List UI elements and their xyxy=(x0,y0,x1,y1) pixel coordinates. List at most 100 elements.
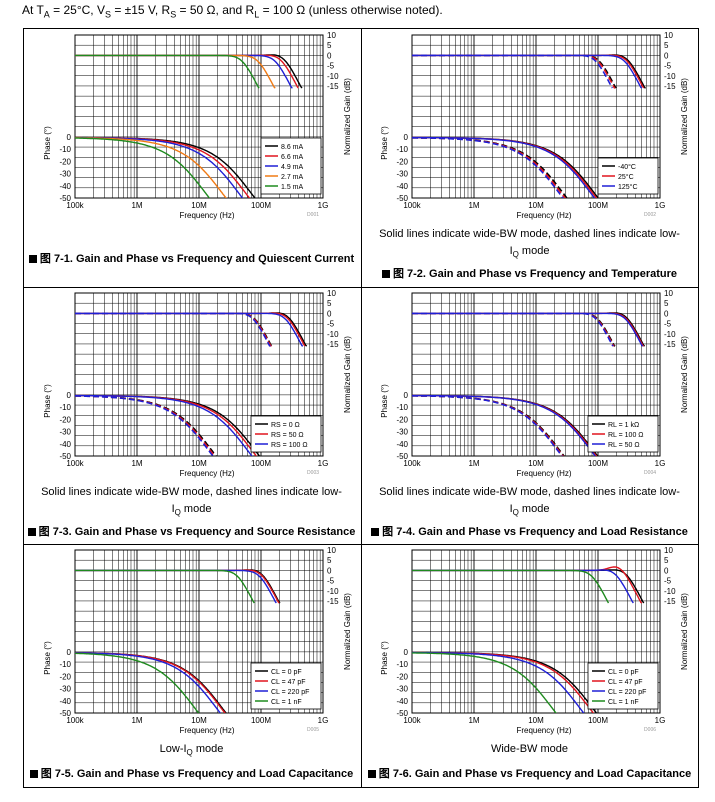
gain-tick-label: -5 xyxy=(327,62,335,71)
figure-title-text: Gain and Phase vs Frequency and Load Res… xyxy=(418,526,688,538)
figure-note: Wide-BW mode xyxy=(360,741,699,758)
gain-tick-label: 10 xyxy=(664,289,673,298)
x-tick-label: 10M xyxy=(191,716,207,725)
figure-note: Solid lines indicate wide-BW mode, dashe… xyxy=(23,484,360,521)
x-tick-label: 1G xyxy=(655,716,666,725)
x-tick-label: 1M xyxy=(131,716,142,725)
figure-fig7-1: 0 -10 -20 -30 -40 -50 10 5 0 -5 -10 -15 100k 1M 10M 100… xyxy=(23,28,360,286)
x-tick-label: 10M xyxy=(191,459,207,468)
phase-tick-label: -50 xyxy=(396,194,408,203)
gain-tick-label: -15 xyxy=(664,82,676,91)
gain-tick-label: 5 xyxy=(327,299,332,308)
gain-tick-label: 5 xyxy=(664,41,669,50)
legend-label: RL = 50 Ω xyxy=(608,442,640,449)
gain-tick-label: -10 xyxy=(327,587,339,596)
legend-label: 125°C xyxy=(618,183,638,191)
phase-tick-label: 0 xyxy=(404,133,409,142)
x-tick-label: 100k xyxy=(403,459,421,468)
legend-label: RS = 100 Ω xyxy=(271,442,308,449)
legend-label: 6.6 mA xyxy=(281,154,304,161)
phase-tick-label: 0 xyxy=(67,648,72,657)
x-tick-label: 1M xyxy=(131,201,142,210)
x-tick-label: 100k xyxy=(66,201,84,210)
x-tick-label: 1G xyxy=(655,201,666,210)
phase-tick-label: -50 xyxy=(59,709,71,718)
phase-dashed-line-blue xyxy=(412,137,565,198)
legend-label: RS = 50 Ω xyxy=(271,432,304,439)
legend-label: 1.5 mA xyxy=(281,184,304,191)
gain-tick-label: 0 xyxy=(664,309,669,318)
phase-tick-label: -20 xyxy=(396,672,408,681)
phase-tick-label: 0 xyxy=(67,391,72,400)
gain-line-green xyxy=(75,54,260,89)
gain-tick-label: -5 xyxy=(664,577,672,586)
x-axis-label: Frequency (Hz) xyxy=(516,211,571,220)
figure-fig7-4: 0 -10 -20 -30 -40 -50 10 5 0 -5 -10 -15 100k 1M 10M 100… xyxy=(360,286,699,543)
figure-title-text: Gain and Phase vs Frequency and Source R… xyxy=(74,526,356,538)
phase-dashed-line-blue xyxy=(75,395,214,456)
phase-tick-label: -10 xyxy=(396,403,408,412)
figure-note: Low-IQ mode xyxy=(23,741,360,761)
figure-title: 图 7-3. Gain and Phase vs Frequency and S… xyxy=(23,523,360,539)
legend-label: 2.7 mA xyxy=(281,174,304,181)
phase-tick-label: -10 xyxy=(396,145,408,154)
note-text: Solid lines indicate wide-BW mode, dashe… xyxy=(379,486,680,498)
gain-tick-label: 10 xyxy=(327,31,336,40)
figure-note: Solid lines indicate wide-BW mode, dashe… xyxy=(360,484,699,521)
gain-tick-label: -15 xyxy=(664,340,676,349)
x-tick-label: 1G xyxy=(318,716,329,725)
gain-tick-label: 10 xyxy=(664,546,673,555)
x-tick-label: 100k xyxy=(66,716,84,725)
phase-tick-label: -30 xyxy=(59,685,71,694)
x-tick-label: 10M xyxy=(528,201,544,210)
x-tick-label: 10M xyxy=(191,201,207,210)
x-tick-label: 1M xyxy=(468,716,479,725)
figure-code: D006 xyxy=(644,727,656,733)
gain-tick-label: -5 xyxy=(664,62,672,71)
gain-tick-label: 10 xyxy=(327,289,336,298)
figure-grid xyxy=(23,28,699,788)
phase-tick-label: -40 xyxy=(59,697,71,706)
legend-label: CL = 1 nF xyxy=(271,699,302,706)
note-text: I xyxy=(509,503,513,515)
legend-label: CL = 47 pF xyxy=(608,679,643,686)
phase-tick-label: -30 xyxy=(59,170,71,179)
phase-tick-label: -30 xyxy=(59,428,71,437)
x-tick-label: 10M xyxy=(528,459,544,468)
figure-title-text: Gain and Phase vs Frequency and Quiescen… xyxy=(75,253,355,265)
gain-line-green xyxy=(412,569,610,604)
gain-tick-label: -10 xyxy=(327,330,339,339)
figure-title: 图 7-5. Gain and Phase vs Frequency and L… xyxy=(23,765,360,781)
figure-title-text: Gain and Phase vs Frequency and Load Cap… xyxy=(414,768,692,780)
phase-tick-label: -10 xyxy=(59,403,71,412)
phase-tick-label: -30 xyxy=(396,170,408,179)
legend-label: CL = 220 pF xyxy=(608,689,646,696)
legend-label: -40°C xyxy=(618,163,636,171)
y-axis-label-left: Phase (°) xyxy=(43,641,52,675)
gain-tick-label: 0 xyxy=(327,51,332,60)
y-axis-label-left: Phase (°) xyxy=(43,384,52,418)
legend: 8.6 mA 6.6 mA 4.9 mA 2.7 mA 1.5 mA xyxy=(260,137,322,195)
curves xyxy=(75,54,303,198)
x-tick-label: 100M xyxy=(251,716,271,725)
note-subscript: Q xyxy=(186,748,193,758)
phase-tick-label: -40 xyxy=(396,697,408,706)
x-tick-label: 100M xyxy=(251,459,271,468)
figure-fig7-3: 0 -10 -20 -30 -40 -50 10 5 0 -5 -10 -15 100k 1M 10M 100… xyxy=(23,286,360,543)
phase-tick-label: -40 xyxy=(396,182,408,191)
x-axis-label: Frequency (Hz) xyxy=(179,211,234,220)
x-tick-label: 100M xyxy=(588,716,608,725)
x-tick-label: 100M xyxy=(251,201,271,210)
phase-tick-label: 0 xyxy=(67,133,72,142)
phase-line-green xyxy=(75,652,200,713)
y-axis-label-right: Normalized Gain (dB) xyxy=(680,336,689,413)
grid-divider-row2 xyxy=(24,544,698,545)
x-tick-label: 1M xyxy=(468,459,479,468)
figure-number: 图 7-4. xyxy=(371,523,415,539)
legend: CL = 0 pF CL = 47 pF CL = 220 pF CL = 1 nF xyxy=(250,662,322,710)
gain-tick-label: 10 xyxy=(327,546,336,555)
gain-dashed-line-blue xyxy=(412,54,613,89)
phase-tick-label: -20 xyxy=(59,672,71,681)
